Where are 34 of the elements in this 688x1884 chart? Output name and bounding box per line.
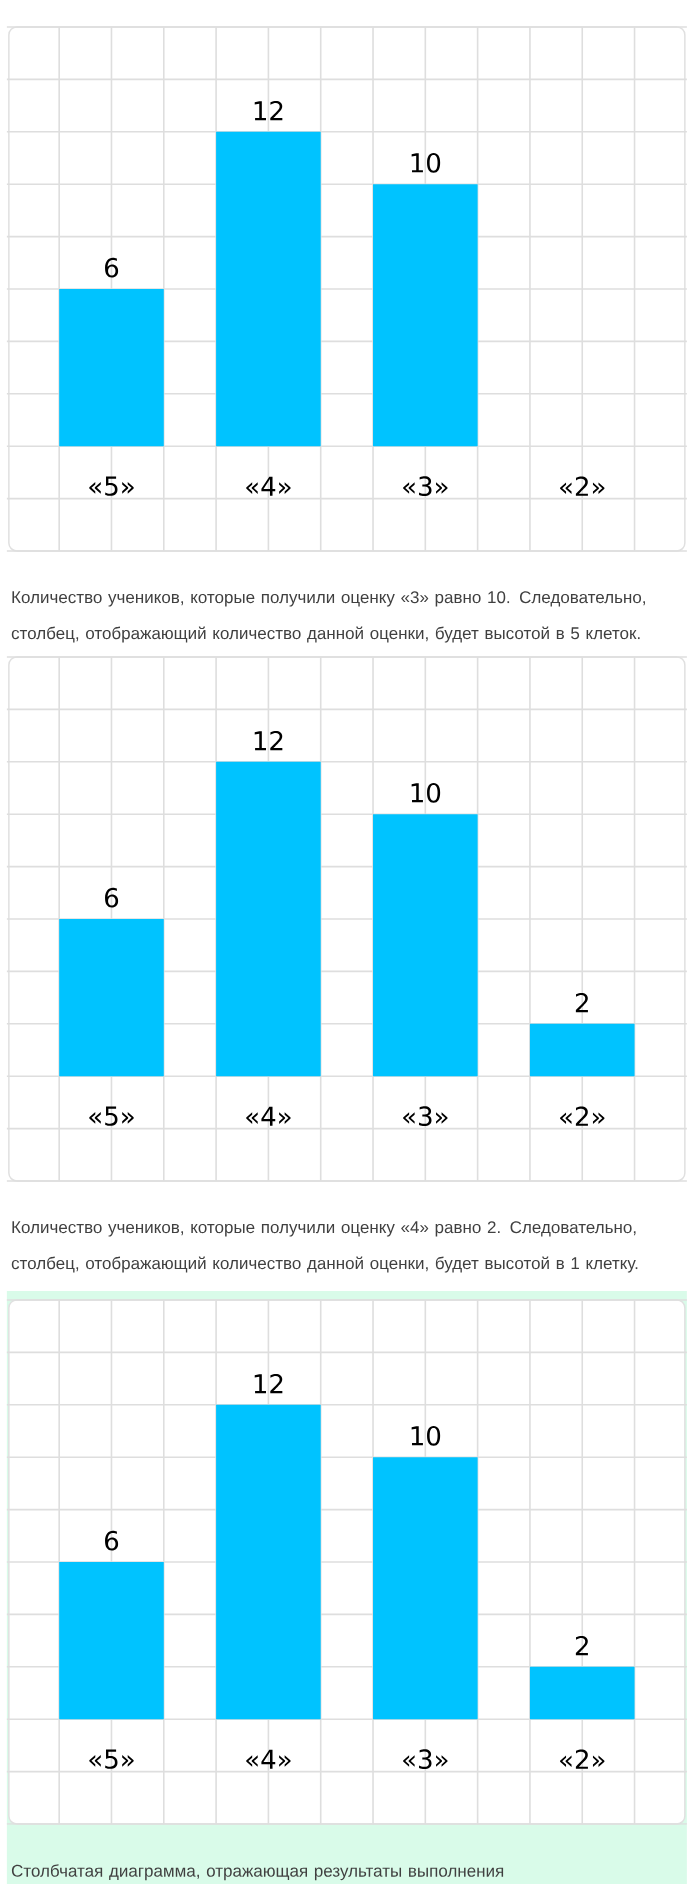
data-label: 6 bbox=[105, 1530, 119, 1551]
x-tick-label: «2» bbox=[560, 476, 605, 496]
x-tick-label: «4» bbox=[246, 1749, 291, 1769]
text: Столбчатая диаграмма, отражающая результаты выполнения bbox=[12, 1864, 504, 1881]
bar bbox=[530, 1023, 635, 1077]
data-label: 12 bbox=[254, 1373, 283, 1394]
bar bbox=[216, 761, 321, 1077]
data-label: 6 bbox=[105, 257, 119, 278]
data-label: 2 bbox=[576, 992, 589, 1013]
text: Количество учеников, которые получили оценку «3» равно 10. Следовательно, столбец, отображающий количество данной оценки, будет высотой в 5 клеток. bbox=[11, 591, 646, 643]
bar bbox=[373, 1457, 478, 1720]
x-tick-label: «3» bbox=[403, 1749, 448, 1770]
x-tick-label: «4» bbox=[246, 1106, 291, 1126]
x-tick-label: «2» bbox=[560, 1749, 605, 1769]
bar bbox=[59, 1561, 164, 1720]
x-tick-label: «2» bbox=[560, 1106, 605, 1126]
data-label: 10 bbox=[411, 152, 441, 173]
x-tick-label: «5» bbox=[89, 1749, 134, 1769]
x-tick-label: «5» bbox=[89, 1106, 134, 1126]
bar bbox=[59, 918, 164, 1077]
x-tick-label: «5» bbox=[89, 476, 134, 496]
data-label: 10 bbox=[411, 1425, 441, 1446]
data-label: 10 bbox=[411, 782, 441, 803]
data-label: 12 bbox=[254, 100, 283, 121]
bar bbox=[530, 1666, 635, 1720]
data-label: 2 bbox=[576, 1635, 589, 1656]
bar bbox=[373, 814, 478, 1077]
bar bbox=[216, 1404, 321, 1720]
x-tick-label: «3» bbox=[403, 1106, 448, 1127]
x-tick-label: «4» bbox=[246, 476, 291, 496]
data-label: 6 bbox=[105, 887, 119, 908]
text: Количество учеников, которые получили оценку «4» равно 2. Следовательно, столбец, отображающий количество данной оценки, будет высотой в 1 клетку. bbox=[11, 1221, 638, 1273]
data-label: 12 bbox=[254, 730, 283, 751]
x-tick-label: «3» bbox=[403, 476, 448, 497]
